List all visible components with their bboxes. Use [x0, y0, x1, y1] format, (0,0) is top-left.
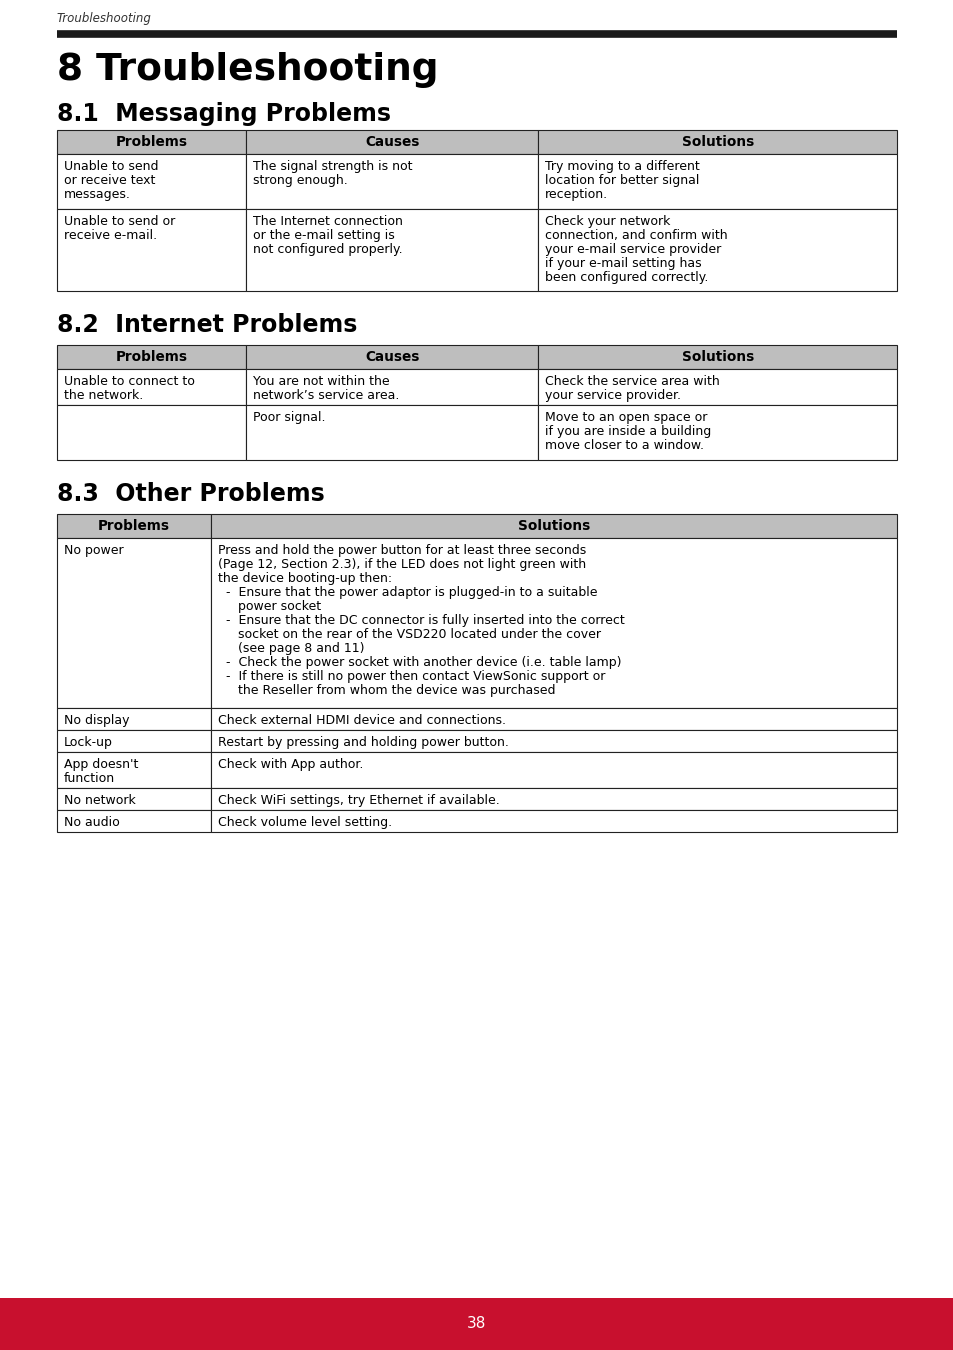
- Bar: [211, 707, 896, 730]
- Text: power socket: power socket: [217, 599, 320, 613]
- Bar: [246, 130, 537, 154]
- Text: No display: No display: [64, 714, 130, 728]
- Bar: [57, 209, 246, 292]
- Text: Check external HDMI device and connections.: Check external HDMI device and connectio…: [217, 714, 505, 728]
- Bar: [211, 788, 896, 810]
- Text: your e-mail service provider: your e-mail service provider: [545, 243, 720, 256]
- Text: Unable to send: Unable to send: [64, 161, 158, 173]
- Text: No audio: No audio: [64, 815, 120, 829]
- Text: -  Ensure that the power adaptor is plugged-in to a suitable: - Ensure that the power adaptor is plugg…: [217, 586, 597, 599]
- Text: Restart by pressing and holding power button.: Restart by pressing and holding power bu…: [217, 736, 508, 749]
- Text: 8.2  Internet Problems: 8.2 Internet Problems: [57, 313, 357, 338]
- Bar: [246, 154, 537, 209]
- Bar: [537, 346, 896, 369]
- Bar: [537, 369, 896, 405]
- Bar: [246, 346, 537, 369]
- Text: No power: No power: [64, 544, 124, 558]
- Bar: [246, 209, 537, 292]
- Text: Problems: Problems: [98, 518, 170, 533]
- Text: Check the service area with: Check the service area with: [545, 375, 720, 387]
- Text: Problems: Problems: [115, 350, 188, 365]
- Bar: [537, 130, 896, 154]
- Bar: [57, 514, 211, 539]
- Text: Try moving to a different: Try moving to a different: [545, 161, 700, 173]
- Bar: [211, 730, 896, 752]
- Text: network’s service area.: network’s service area.: [253, 389, 399, 402]
- Text: Solutions: Solutions: [517, 518, 589, 533]
- Text: Solutions: Solutions: [680, 350, 753, 365]
- Text: your service provider.: your service provider.: [545, 389, 680, 402]
- Bar: [537, 154, 896, 209]
- Text: Check with App author.: Check with App author.: [217, 757, 363, 771]
- Text: Causes: Causes: [365, 135, 419, 148]
- Text: or the e-mail setting is: or the e-mail setting is: [253, 230, 395, 242]
- Bar: [0, 1297, 953, 1350]
- Text: been configured correctly.: been configured correctly.: [545, 271, 708, 284]
- Text: 38: 38: [467, 1316, 486, 1331]
- Bar: [57, 752, 211, 788]
- Bar: [57, 154, 246, 209]
- Text: Move to an open space or: Move to an open space or: [545, 410, 707, 424]
- Text: The signal strength is not: The signal strength is not: [253, 161, 412, 173]
- Bar: [211, 514, 896, 539]
- Text: connection, and confirm with: connection, and confirm with: [545, 230, 727, 242]
- Text: Problems: Problems: [115, 135, 188, 148]
- Text: the network.: the network.: [64, 389, 143, 402]
- Bar: [537, 405, 896, 460]
- Text: Unable to connect to: Unable to connect to: [64, 375, 194, 387]
- Bar: [57, 707, 211, 730]
- Bar: [57, 539, 211, 707]
- Text: strong enough.: strong enough.: [253, 174, 348, 188]
- Text: the Reseller from whom the device was purchased: the Reseller from whom the device was pu…: [217, 684, 555, 697]
- Bar: [246, 369, 537, 405]
- Text: messages.: messages.: [64, 188, 131, 201]
- Text: 8.3  Other Problems: 8.3 Other Problems: [57, 482, 324, 506]
- Text: move closer to a window.: move closer to a window.: [545, 439, 703, 452]
- Text: Unable to send or: Unable to send or: [64, 215, 175, 228]
- Text: You are not within the: You are not within the: [253, 375, 389, 387]
- Text: if you are inside a building: if you are inside a building: [545, 425, 711, 437]
- Text: reception.: reception.: [545, 188, 608, 201]
- Bar: [57, 369, 246, 405]
- Bar: [57, 405, 246, 460]
- Text: Solutions: Solutions: [680, 135, 753, 148]
- Text: socket on the rear of the VSD220 located under the cover: socket on the rear of the VSD220 located…: [217, 628, 600, 641]
- Text: -  Ensure that the DC connector is fully inserted into the correct: - Ensure that the DC connector is fully …: [217, 614, 624, 626]
- Text: Check WiFi settings, try Ethernet if available.: Check WiFi settings, try Ethernet if ava…: [217, 794, 499, 807]
- Text: function: function: [64, 772, 115, 784]
- Text: Poor signal.: Poor signal.: [253, 410, 325, 424]
- Text: No network: No network: [64, 794, 135, 807]
- Text: not configured properly.: not configured properly.: [253, 243, 402, 256]
- Text: receive e-mail.: receive e-mail.: [64, 230, 157, 242]
- Text: Press and hold the power button for at least three seconds: Press and hold the power button for at l…: [217, 544, 585, 558]
- Bar: [57, 130, 246, 154]
- Text: -  If there is still no power then contact ViewSonic support or: - If there is still no power then contac…: [217, 670, 604, 683]
- Text: Causes: Causes: [365, 350, 419, 365]
- Text: (Page 12, Section 2.3), if the LED does not light green with: (Page 12, Section 2.3), if the LED does …: [217, 558, 585, 571]
- Bar: [246, 405, 537, 460]
- Text: Check your network: Check your network: [545, 215, 670, 228]
- Text: -  Check the power socket with another device (i.e. table lamp): - Check the power socket with another de…: [217, 656, 620, 670]
- Text: Troubleshooting: Troubleshooting: [57, 12, 152, 26]
- Text: location for better signal: location for better signal: [545, 174, 699, 188]
- Text: Check volume level setting.: Check volume level setting.: [217, 815, 392, 829]
- Text: (see page 8 and 11): (see page 8 and 11): [217, 643, 364, 655]
- Bar: [537, 209, 896, 292]
- Text: The Internet connection: The Internet connection: [253, 215, 402, 228]
- Bar: [211, 810, 896, 832]
- Bar: [211, 752, 896, 788]
- Bar: [57, 810, 211, 832]
- Text: 8.1  Messaging Problems: 8.1 Messaging Problems: [57, 103, 391, 126]
- Text: App doesn't: App doesn't: [64, 757, 138, 771]
- Text: if your e-mail setting has: if your e-mail setting has: [545, 256, 701, 270]
- Bar: [57, 788, 211, 810]
- Text: the device booting-up then:: the device booting-up then:: [217, 572, 392, 585]
- Text: or receive text: or receive text: [64, 174, 155, 188]
- Bar: [57, 346, 246, 369]
- Text: 8 Troubleshooting: 8 Troubleshooting: [57, 53, 438, 88]
- Bar: [57, 730, 211, 752]
- Bar: [211, 539, 896, 707]
- Text: Lock-up: Lock-up: [64, 736, 112, 749]
